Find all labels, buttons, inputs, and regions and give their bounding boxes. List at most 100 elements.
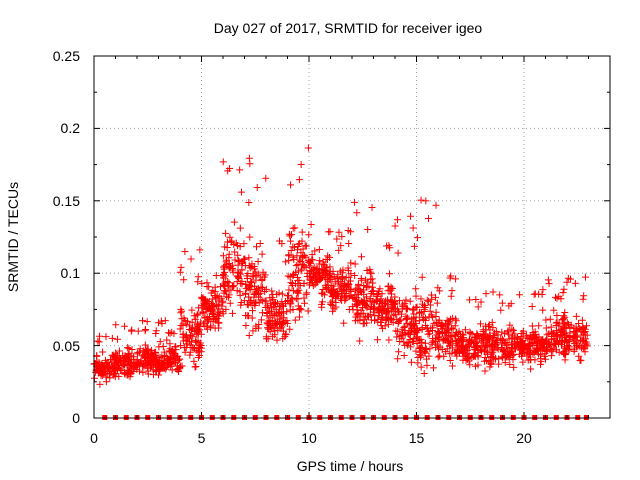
data-point bbox=[387, 303, 395, 311]
data-point bbox=[352, 300, 360, 308]
data-point bbox=[420, 369, 428, 377]
data-point bbox=[236, 270, 244, 278]
data-point bbox=[234, 274, 242, 282]
data-point bbox=[203, 283, 211, 291]
data-point bbox=[353, 311, 361, 319]
data-point bbox=[497, 306, 505, 314]
data-point bbox=[345, 240, 353, 248]
data-point bbox=[492, 327, 500, 335]
data-point bbox=[552, 293, 560, 301]
data-point bbox=[325, 228, 333, 236]
data-point bbox=[186, 325, 194, 333]
data-point bbox=[139, 317, 147, 325]
data-point bbox=[205, 304, 213, 312]
data-point bbox=[318, 298, 326, 306]
x-tick-label-10: 10 bbox=[301, 430, 317, 446]
data-point bbox=[418, 338, 426, 346]
data-point bbox=[300, 251, 308, 259]
data-point bbox=[471, 333, 479, 341]
data-point bbox=[287, 247, 295, 255]
data-point bbox=[144, 358, 152, 366]
data-point bbox=[318, 289, 326, 297]
data-point bbox=[546, 315, 554, 323]
data-point bbox=[304, 144, 312, 152]
data-point bbox=[245, 293, 253, 301]
data-point bbox=[238, 259, 246, 267]
data-point bbox=[197, 330, 205, 338]
data-point bbox=[319, 266, 327, 274]
data-point bbox=[240, 240, 248, 248]
data-point bbox=[553, 318, 561, 326]
data-point bbox=[312, 276, 320, 284]
data-point bbox=[543, 335, 551, 343]
data-point bbox=[108, 364, 116, 372]
data-point bbox=[417, 363, 425, 371]
chart-title: Day 027 of 2017, SRMTID for receiver ige… bbox=[214, 20, 483, 36]
data-point bbox=[370, 316, 378, 324]
data-point bbox=[307, 220, 315, 228]
data-point bbox=[319, 260, 327, 268]
data-point bbox=[197, 348, 205, 356]
data-point bbox=[406, 297, 414, 305]
data-point bbox=[226, 233, 234, 241]
data-point bbox=[437, 322, 445, 330]
data-point bbox=[436, 287, 444, 295]
data-point bbox=[582, 322, 590, 330]
data-point bbox=[198, 293, 206, 301]
data-point bbox=[579, 336, 587, 344]
data-point bbox=[201, 314, 209, 322]
data-point bbox=[232, 239, 240, 247]
data-point bbox=[452, 275, 460, 283]
data-point bbox=[345, 281, 353, 288]
data-point bbox=[204, 315, 212, 323]
data-point bbox=[562, 333, 570, 341]
data-point bbox=[560, 324, 568, 332]
data-point bbox=[510, 363, 518, 371]
data-point bbox=[169, 349, 177, 357]
data-point bbox=[273, 336, 281, 344]
data-point bbox=[278, 240, 286, 248]
data-point bbox=[293, 252, 301, 260]
data-point bbox=[451, 332, 459, 340]
data-point bbox=[245, 331, 253, 339]
data-point bbox=[334, 271, 342, 279]
data-point bbox=[219, 297, 227, 305]
data-point bbox=[291, 316, 299, 324]
data-point bbox=[435, 329, 443, 337]
data-point bbox=[356, 316, 364, 324]
data-point bbox=[507, 300, 515, 308]
data-point bbox=[143, 318, 151, 326]
data-point bbox=[471, 351, 479, 359]
data-point bbox=[164, 355, 172, 363]
data-point bbox=[371, 304, 379, 312]
data-point bbox=[134, 349, 142, 357]
data-point bbox=[378, 313, 386, 321]
data-point bbox=[273, 319, 281, 327]
data-point bbox=[385, 336, 393, 344]
data-point bbox=[393, 333, 401, 341]
data-point bbox=[395, 348, 403, 356]
data-point bbox=[380, 305, 388, 313]
data-point bbox=[199, 309, 207, 317]
data-point bbox=[315, 245, 323, 253]
data-point bbox=[302, 290, 310, 298]
data-point bbox=[256, 240, 264, 248]
data-point bbox=[423, 355, 431, 363]
data-point bbox=[365, 312, 373, 320]
data-point bbox=[579, 325, 587, 333]
data-point bbox=[504, 328, 512, 336]
data-point bbox=[222, 229, 230, 237]
data-point bbox=[329, 282, 337, 290]
data-point bbox=[230, 282, 238, 290]
data-point bbox=[428, 326, 436, 334]
data-point bbox=[272, 305, 280, 313]
data-point bbox=[486, 342, 494, 350]
data-point bbox=[318, 303, 326, 311]
data-point bbox=[295, 306, 303, 314]
data-point bbox=[539, 306, 547, 314]
data-point bbox=[391, 222, 399, 230]
data-point bbox=[462, 342, 470, 350]
data-point bbox=[168, 366, 176, 374]
data-point bbox=[410, 310, 418, 318]
data-point bbox=[283, 308, 291, 316]
